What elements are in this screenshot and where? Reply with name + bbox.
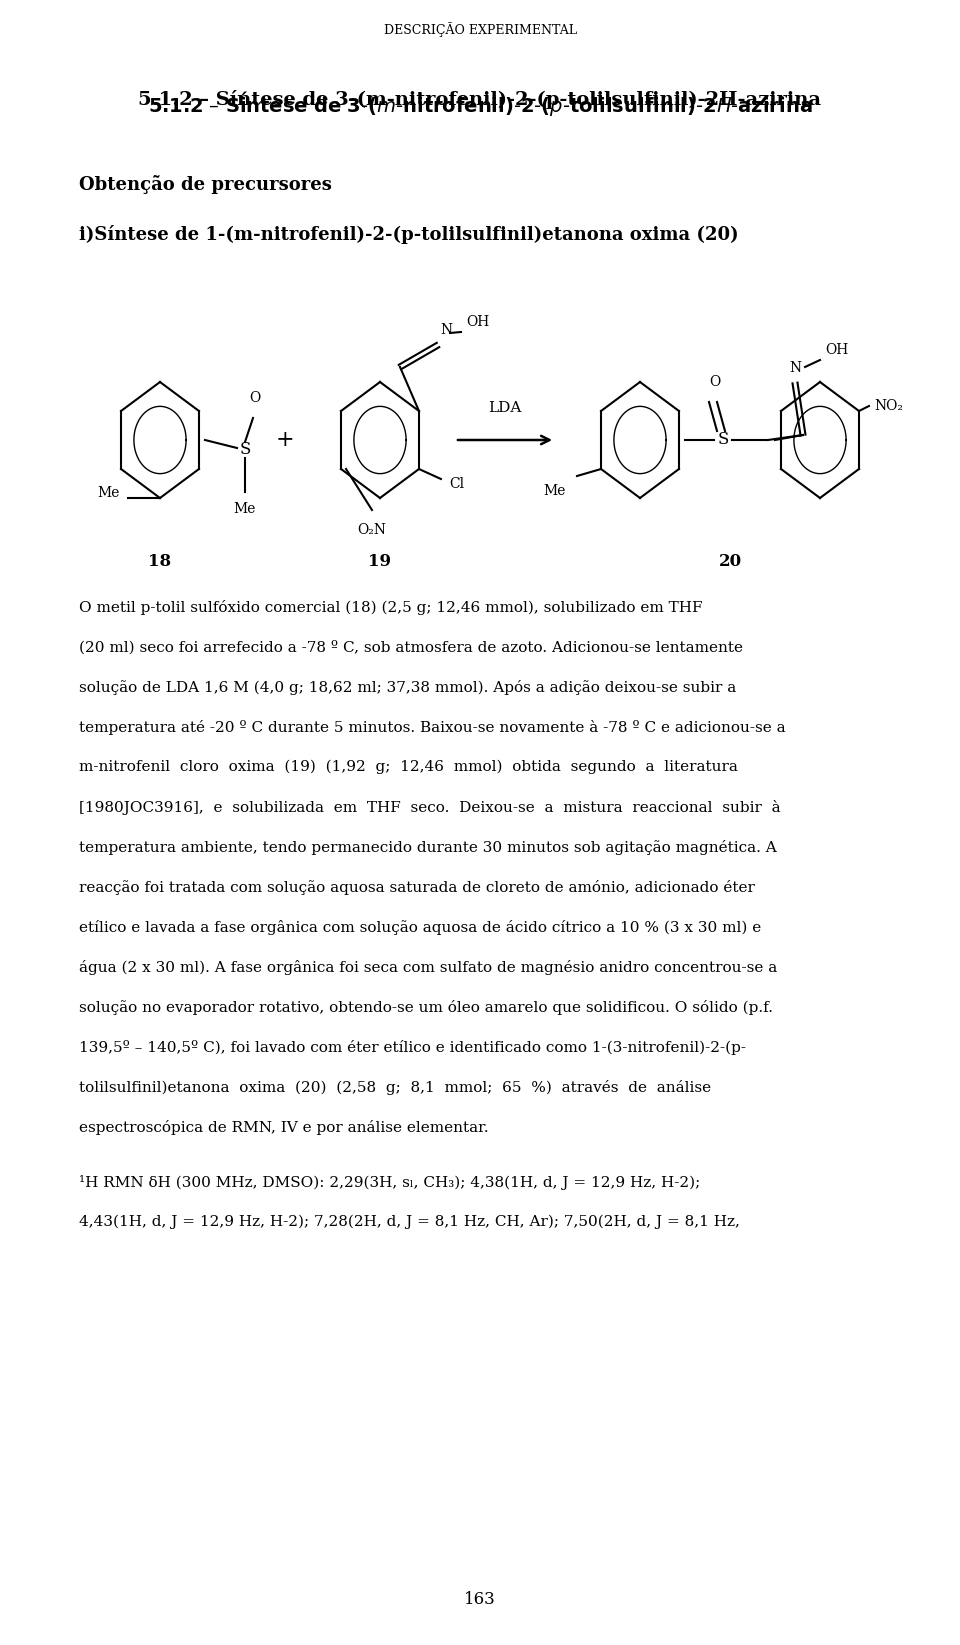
Text: reacção foi tratada com solução aquosa saturada de cloreto de amónio, adicionado: reacção foi tratada com solução aquosa s…	[79, 880, 755, 895]
Text: LDA: LDA	[489, 401, 521, 415]
Text: ​m​-nitrofenil  cloro  oxima  (​19​)  (1,92  g;  12,46  mmol)  obtida  segundo  : ​m​-nitrofenil cloro oxima (​19​) (1,92 …	[79, 760, 737, 775]
Text: tolilsulfinil)etanona  oxima  (​20​)  (2,58  g;  8,1  mmol;  65  %)  através  de: tolilsulfinil)etanona oxima (​20​) (2,58…	[79, 1081, 710, 1096]
Text: (20 ml) seco foi arrefecido a -78 º C, sob atmosfera de azoto. Adicionou-se lent: (20 ml) seco foi arrefecido a -78 º C, s…	[79, 640, 743, 655]
Text: 4,43(1H, d, J = 12,9 Hz, H-2); 7,28(2H, d, J = 8,1 Hz, CH, Ar); 7,50(2H, d, J = : 4,43(1H, d, J = 12,9 Hz, H-2); 7,28(2H, …	[79, 1216, 739, 1229]
Text: NO₂: NO₂	[874, 400, 903, 413]
Text: temperatura ambiente, tendo permanecido durante 30 minutos sob agitação magnétic: temperatura ambiente, tendo permanecido …	[79, 841, 777, 855]
Text: temperatura até -20 º C durante 5 minutos. Baixou-se novamente à -78 º C e adici: temperatura até -20 º C durante 5 minuto…	[79, 721, 785, 735]
Text: N: N	[789, 360, 801, 375]
Text: Cl: Cl	[449, 477, 464, 490]
Text: N: N	[440, 322, 452, 337]
Text: i)Síntese de 1-(​m​-nitrofenil)-2-(​p​-tolilsulfinil)etanona oxima (20): i)Síntese de 1-(​m​-nitrofenil)-2-(​p​-t…	[79, 225, 738, 243]
Text: 163: 163	[464, 1591, 496, 1609]
Text: etílico e lavada a fase orgânica com solução aquosa de ácido cítrico a 10 % (3 x: etílico e lavada a fase orgânica com sol…	[79, 920, 761, 934]
Text: espectroscópica de RMN, IV e por análise elementar.: espectroscópica de RMN, IV e por análise…	[79, 1120, 489, 1135]
Text: [​1980JOC3916​],  e  solubilizada  em  THF  seco.  Deixou-se  a  mistura  reacci: [​1980JOC3916​], e solubilizada em THF s…	[79, 799, 780, 814]
Text: DESCRIÇÃO EXPERIMENTAL: DESCRIÇÃO EXPERIMENTAL	[383, 21, 577, 36]
Text: solução no evaporador rotativo, obtendo-se um óleo amarelo que solidificou. O só: solução no evaporador rotativo, obtendo-…	[79, 1000, 773, 1015]
Text: +: +	[276, 429, 295, 451]
Text: O₂N: O₂N	[357, 523, 387, 536]
Text: 139,5º – 140,5º C), foi lavado com éter etílico e identificado como 1-(3-nitrofe: 139,5º – 140,5º C), foi lavado com éter …	[79, 1040, 746, 1054]
Text: ¹H RMN δH (300 MHz, DMSO): 2,29(3H, sₗ, CH₃); 4,38(1H, d, J = 12,9 Hz, H-2);: ¹H RMN δH (300 MHz, DMSO): 2,29(3H, sₗ, …	[79, 1175, 700, 1189]
Text: água (2 x 30 ml). A fase orgânica foi seca com sulfato de magnésio anidro concen: água (2 x 30 ml). A fase orgânica foi se…	[79, 961, 777, 975]
Text: O: O	[250, 392, 260, 405]
Text: S: S	[717, 431, 729, 449]
Text: Me: Me	[543, 484, 566, 498]
Text: $\mathbf{5.1.2\ \endash\ S\acute{i}ntese\ de\ 3\text{-}(}$$\mathbf{\mathit{m}}$$: $\mathbf{5.1.2\ \endash\ S\acute{i}ntese…	[148, 90, 812, 118]
Text: S: S	[239, 441, 251, 459]
Text: solução de LDA 1,6 M (4,0 g; 18,62 ml; 37,38 mmol). Após a adição deixou-se subi: solução de LDA 1,6 M (4,0 g; 18,62 ml; 3…	[79, 679, 736, 694]
Text: 5.1.2 – Síntese de 3-(​m​-nitrofenil)-2-(​p​-tolilsulfinil)-2​H​-azirina: 5.1.2 – Síntese de 3-(​m​-nitrofenil)-2-…	[138, 90, 822, 109]
Text: Me: Me	[234, 502, 256, 517]
Text: Obtenção de precursores: Obtenção de precursores	[79, 174, 331, 194]
Text: OH: OH	[466, 314, 490, 329]
Text: 18: 18	[149, 553, 172, 571]
Text: O metil ​p​-tolil sulfóxido comercial (​18​) (2,5 g; 12,46 mmol), solubilizado e: O metil ​p​-tolil sulfóxido comercial (​…	[79, 600, 702, 615]
Text: 20: 20	[718, 553, 741, 571]
Text: Me: Me	[98, 485, 120, 500]
Text: 19: 19	[369, 553, 392, 571]
Text: OH: OH	[825, 344, 849, 357]
Text: O: O	[709, 375, 721, 388]
